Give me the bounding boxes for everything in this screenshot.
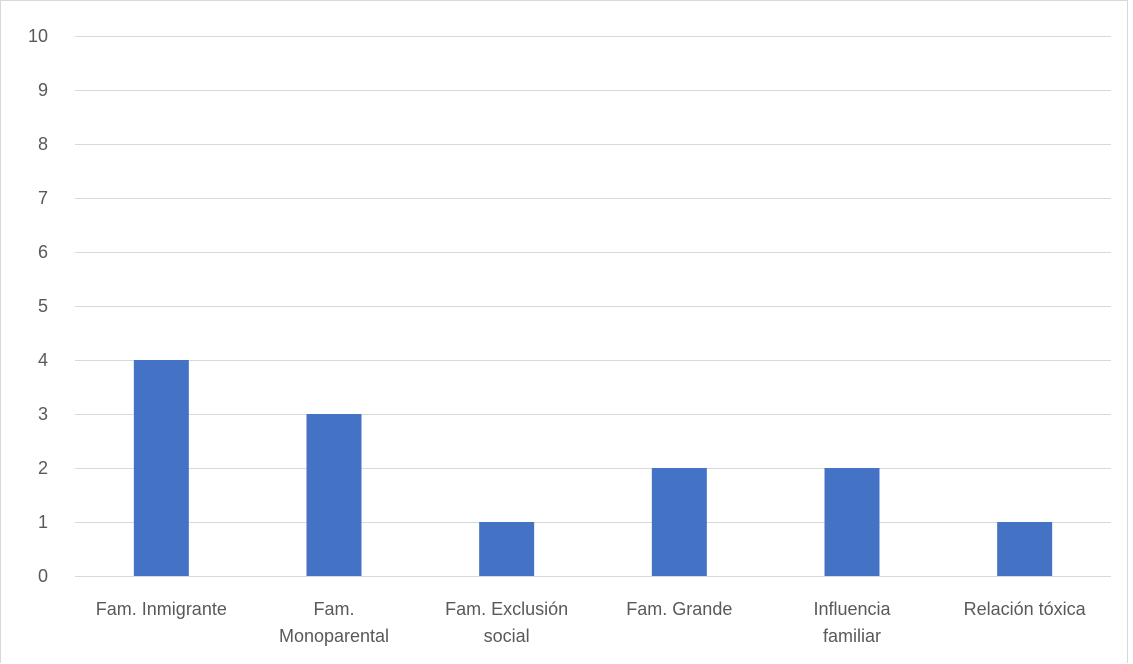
bar [651,468,707,576]
x-axis-labels: Fam. Inmigrante Fam. Monoparental Fam. Excl… [96,599,1087,646]
y-tick-label: 1 [38,512,48,532]
y-tick-label: 7 [38,188,48,208]
y-tick-label: 5 [38,296,48,316]
bar [479,522,535,576]
x-category-label: Relación tóxica [964,599,1087,619]
y-tick-label: 9 [38,80,48,100]
x-category-label-line: Monoparental [279,626,389,646]
y-tick-label: 2 [38,458,48,478]
y-tick-label: 8 [38,134,48,154]
x-category-label: Fam. Grande [626,599,732,619]
y-tick-label: 10 [28,26,48,46]
bar [997,522,1053,576]
y-tick-label: 0 [38,566,48,586]
bars [133,360,1053,576]
y-tick-label: 4 [38,350,48,370]
x-category-label-line: social [484,626,530,646]
x-category-label-line: Fam. Grande [626,599,732,619]
x-category-label: Influencia familiar [813,599,891,646]
x-category-label: Fam. Inmigrante [96,599,227,619]
y-tick-label: 6 [38,242,48,262]
bar [824,468,880,576]
bar [306,414,362,576]
x-category-label: Fam. Exclusión social [445,599,568,646]
bar [133,360,189,576]
y-tick-label: 3 [38,404,48,424]
y-axis-ticks: 0 1 2 3 4 5 6 7 8 9 10 [28,26,48,586]
x-category-label: Fam. Monoparental [279,599,389,646]
x-category-label-line: Fam. Exclusión [445,599,568,619]
x-category-label-line: Relación tóxica [964,599,1087,619]
x-category-label-line: Fam. Inmigrante [96,599,227,619]
gridlines [75,36,1111,577]
x-category-label-line: Fam. [313,599,354,619]
x-category-label-line: Influencia [813,599,891,619]
x-category-label-line: familiar [823,626,881,646]
